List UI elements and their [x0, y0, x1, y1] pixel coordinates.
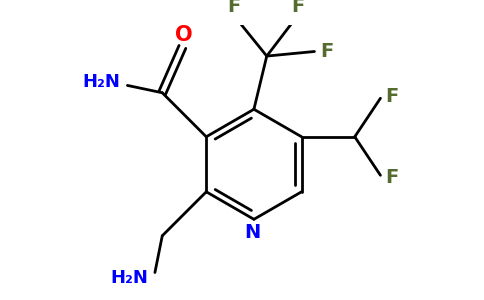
Text: F: F: [321, 42, 334, 61]
Text: H₂N: H₂N: [83, 73, 121, 91]
Text: F: F: [291, 0, 304, 16]
Text: F: F: [227, 0, 241, 16]
Text: F: F: [385, 168, 398, 187]
Text: N: N: [244, 223, 260, 242]
Text: O: O: [175, 25, 192, 45]
Text: H₂N: H₂N: [110, 269, 148, 287]
Text: F: F: [385, 87, 398, 106]
